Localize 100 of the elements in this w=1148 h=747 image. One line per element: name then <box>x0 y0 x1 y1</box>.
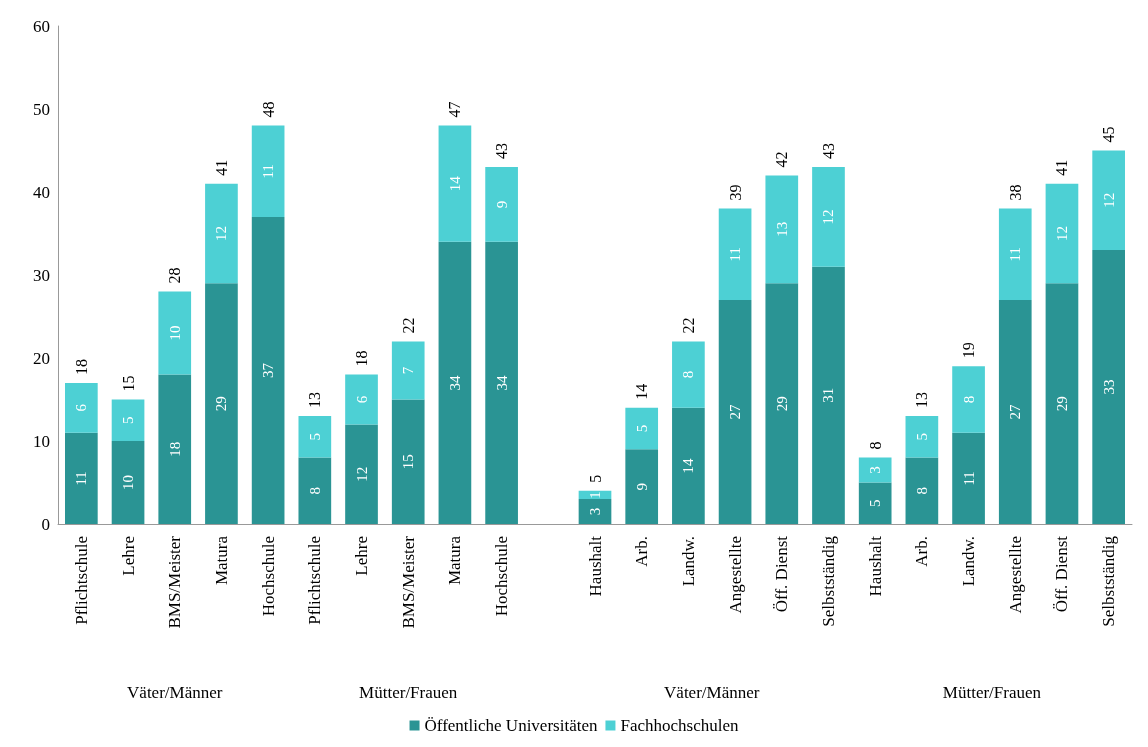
data-label: 14 <box>446 175 463 192</box>
total-label: 45 <box>1100 126 1118 143</box>
bar <box>812 266 845 524</box>
bar <box>905 416 939 458</box>
bar <box>952 432 985 524</box>
bar <box>485 167 518 242</box>
x-tick-label: Landw. <box>678 536 698 587</box>
total-label: 43 <box>493 143 511 160</box>
total-label: 47 <box>446 101 464 118</box>
text: Väter/Männer <box>664 682 760 702</box>
bar <box>812 167 845 267</box>
bar <box>345 374 378 425</box>
data-label: 10 <box>166 325 183 341</box>
x-tick-label: Lehre <box>352 536 372 576</box>
total-label: 5 <box>586 474 604 483</box>
x-tick-label: Matura <box>211 535 231 586</box>
bar <box>298 457 332 524</box>
data-label: 11 <box>727 247 744 262</box>
bar <box>485 241 518 524</box>
data-label: 5 <box>633 424 650 433</box>
data-label: 6 <box>73 403 90 412</box>
y-tick-label: 40 <box>33 182 50 202</box>
bar <box>158 291 192 375</box>
bar <box>625 449 659 524</box>
bar <box>718 208 752 300</box>
bar <box>858 482 892 524</box>
data-label: 12 <box>353 466 370 482</box>
bar <box>858 457 892 483</box>
bar <box>158 374 192 524</box>
bar <box>205 183 238 284</box>
y-tick-label: 30 <box>33 265 50 285</box>
data-label: 9 <box>633 482 650 491</box>
total-label: 14 <box>633 383 651 400</box>
bar <box>765 175 799 284</box>
bar <box>438 125 472 242</box>
data-label: 12 <box>213 226 230 241</box>
total-label: 13 <box>913 392 931 409</box>
total-label: 38 <box>1006 184 1024 201</box>
data-label: 3 <box>587 507 603 516</box>
y-tick-label: 0 <box>41 514 50 534</box>
total-label: 18 <box>72 358 90 375</box>
total-label: 41 <box>212 159 230 176</box>
data-label: 13 <box>773 221 790 237</box>
bar <box>438 241 472 524</box>
bar <box>952 366 985 433</box>
x-tick-label: Öff. Dienst <box>772 535 792 613</box>
data-label: 8 <box>913 487 930 495</box>
x-tick-label: Selbstständig <box>1099 535 1119 627</box>
data-label: 8 <box>680 370 697 379</box>
bar <box>65 432 98 524</box>
bar <box>391 341 425 400</box>
data-label: 11 <box>1007 247 1024 262</box>
data-label: 12 <box>820 209 837 225</box>
data-label: 5 <box>306 433 323 441</box>
total-label: 22 <box>399 317 417 334</box>
bar <box>1092 150 1125 251</box>
total-label: 8 <box>866 441 884 450</box>
bar <box>998 208 1032 300</box>
total-label: 39 <box>726 184 744 201</box>
data-label: 27 <box>727 403 744 420</box>
x-tick-label: Haushalt <box>585 535 605 597</box>
x-tick-label: Matura <box>445 535 465 586</box>
data-label: 15 <box>400 454 417 470</box>
x-tick-label: Pflichtschule <box>305 536 325 625</box>
total-label: 15 <box>119 375 137 392</box>
y-tick-label: 60 <box>33 16 50 36</box>
legend-label: Fachhochschulen <box>620 716 739 735</box>
data-label: 1 <box>587 491 603 499</box>
data-label: 3 <box>867 466 884 474</box>
bar <box>718 299 752 524</box>
legend-label: Öffentliche Universitäten <box>424 716 598 735</box>
bar <box>111 399 145 441</box>
data-label: 29 <box>1053 396 1070 412</box>
x-tick-label: Öff. Dienst <box>1052 535 1072 613</box>
bar <box>672 341 705 408</box>
x-tick-label: Lehre <box>118 536 138 576</box>
bar <box>625 407 659 450</box>
bar <box>251 216 285 524</box>
data-label: 31 <box>820 387 837 403</box>
data-label: 5 <box>913 433 930 441</box>
data-label: 5 <box>867 499 884 507</box>
data-label: 11 <box>960 471 977 486</box>
data-label: 12 <box>1053 226 1070 241</box>
x-tick-label: Angestellte <box>1005 536 1025 614</box>
bar <box>1045 283 1079 524</box>
data-label: 11 <box>73 471 90 486</box>
bar <box>578 499 612 524</box>
total-label: 28 <box>166 267 184 284</box>
text: Mütter/Frauen <box>359 682 458 702</box>
bar <box>65 382 98 433</box>
bar <box>672 407 705 524</box>
total-label: 18 <box>353 350 371 367</box>
bar <box>205 283 238 524</box>
total-label: 13 <box>306 392 324 409</box>
y-tick-label: 50 <box>33 99 50 119</box>
bar <box>345 424 378 524</box>
bar <box>998 299 1032 524</box>
x-tick-label: Haushalt <box>865 535 885 597</box>
x-tick-label: BMS/Meister <box>398 535 418 629</box>
x-tick-label: BMS/Meister <box>165 535 185 629</box>
